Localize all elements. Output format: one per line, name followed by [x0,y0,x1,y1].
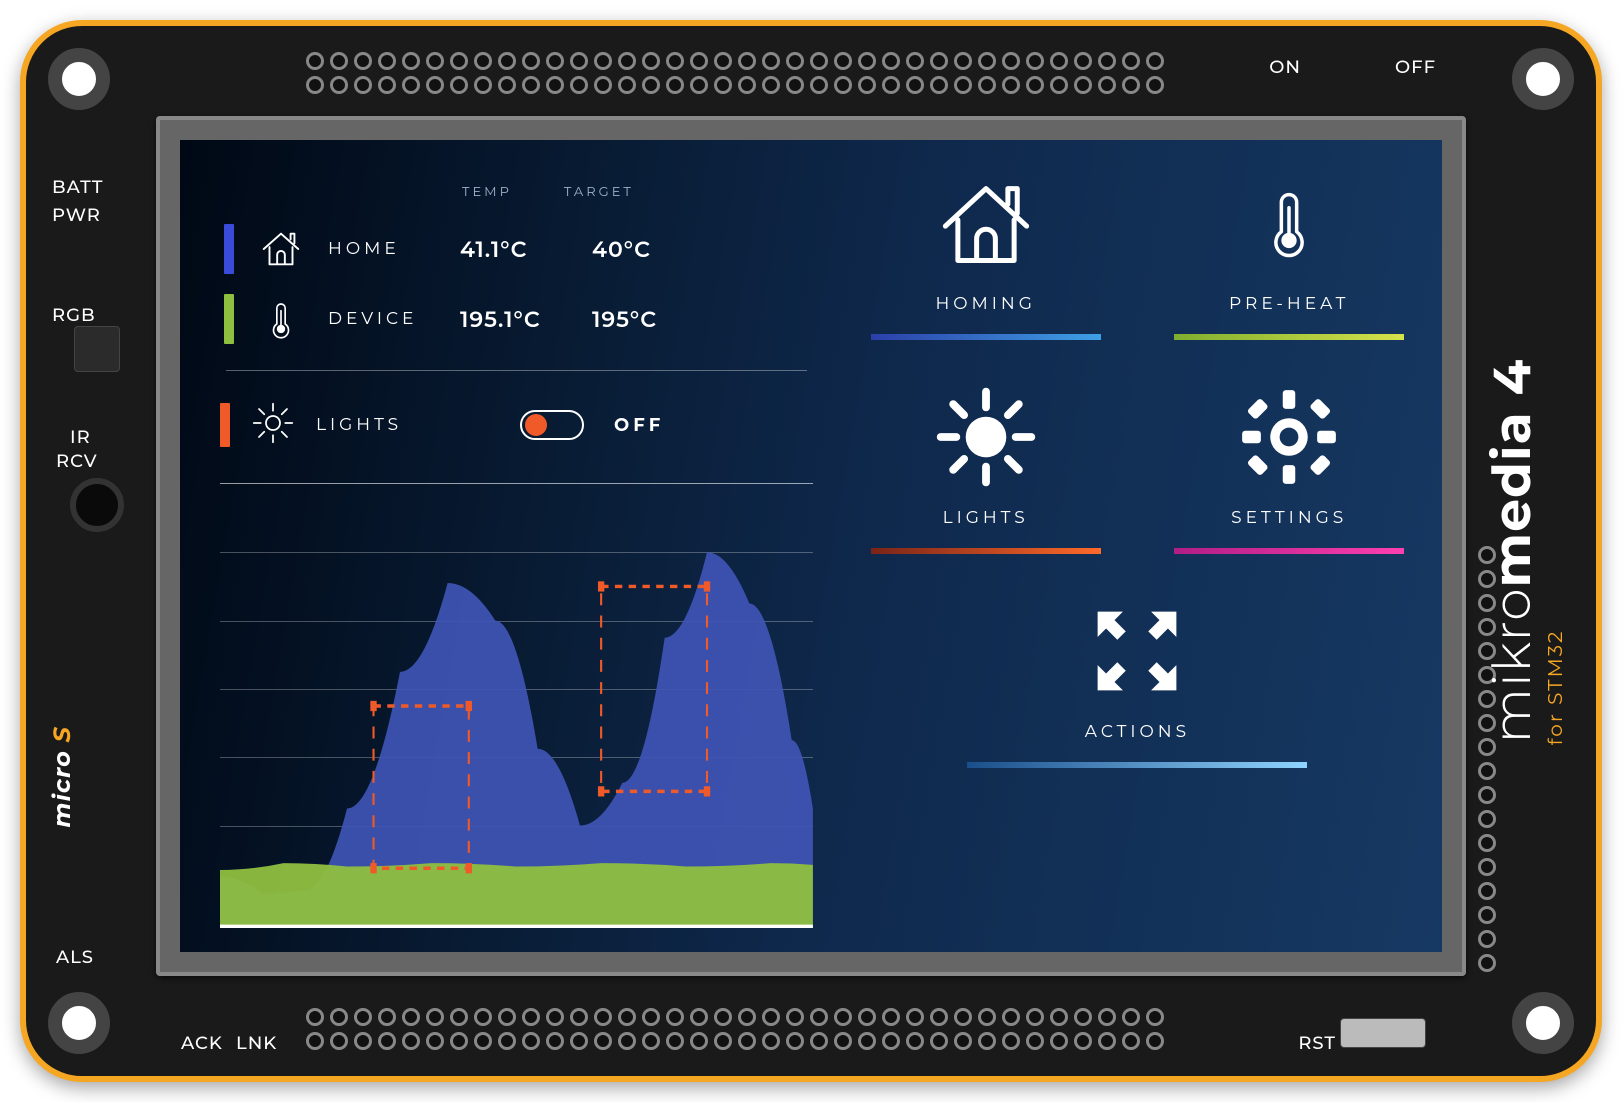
pin-header-top-2 [306,76,1164,94]
lcd-bezel: TEMP TARGET HOME 41.1°C 40°C [156,116,1466,976]
rgb-led-chip [74,326,120,372]
silk-rgb: RGB [52,304,96,326]
home-icon [936,168,1036,278]
reset-button[interactable] [1340,1018,1426,1048]
right-pane: HOMING PRE-HEAT LIGHTS SETTINGS ACTIONS [849,140,1442,952]
silk-pwr: PWR [52,204,101,226]
tile-lights[interactable]: LIGHTS [871,382,1101,554]
divider [226,370,807,371]
tile-pre-heat[interactable]: PRE-HEAT [1174,168,1404,340]
tile-label: HOMING [935,294,1035,314]
mount-hole [1512,992,1574,1054]
pin-header-bottom-2 [306,1008,1164,1026]
lcd-screen[interactable]: TEMP TARGET HOME 41.1°C 40°C [180,140,1442,952]
silk-rst: RST [1298,1032,1336,1054]
tiles-grid: HOMING PRE-HEAT LIGHTS SETTINGS ACTIONS [861,168,1414,768]
status-row-device: DEVICE 195.1°C 195°C [224,284,813,354]
tile-label: SETTINGS [1231,508,1347,528]
temp-device: 195.1°C [460,306,570,333]
bar-home [224,224,234,274]
lights-state: OFF [614,414,664,436]
tile-underline [967,762,1307,768]
silk-off: OFF [1395,56,1436,78]
header-temp: TEMP [462,184,512,200]
label-lights: LIGHTS [316,415,426,435]
tile-label: ACTIONS [1085,722,1190,742]
silk-lnk: LNK [236,1032,277,1054]
silk-rcv: RCV [56,450,98,472]
home-icon [256,224,306,274]
pin-header-top [306,52,1164,70]
tile-underline [1174,334,1404,340]
thermometer-icon [256,294,306,344]
mount-hole [48,992,110,1054]
tile-actions[interactable]: ACTIONS [967,596,1307,768]
ir-receiver [70,478,124,532]
dev-board: BATT PWR RGB IR RCV ALS ON OFF ACK LNK R… [20,20,1602,1082]
left-pane: TEMP TARGET HOME 41.1°C 40°C [180,140,849,952]
status-headers: TEMP TARGET [462,184,813,200]
silk-ir: IR [70,426,91,448]
tile-underline [871,548,1101,554]
tile-underline [871,334,1101,340]
status-row-home: HOME 41.1°C 40°C [224,214,813,284]
sun-icon [252,402,294,449]
bar-lights [220,403,230,447]
silk-microsd: micro S [48,726,77,828]
mount-hole [48,48,110,110]
chart-svg [220,484,813,928]
silk-ack: ACK [181,1032,223,1054]
gear-icon [1239,382,1339,492]
silk-on: ON [1269,56,1301,78]
tile-underline [1174,548,1404,554]
silk-als: ALS [56,946,94,968]
bar-device [224,294,234,344]
chart[interactable] [220,483,813,928]
sun-icon [936,382,1036,492]
expand-icon [1092,596,1182,706]
temp-home: 41.1°C [460,236,570,263]
silk-batt: BATT [52,176,103,198]
tile-homing[interactable]: HOMING [871,168,1101,340]
pin-header-bottom [306,1032,1164,1050]
tile-label: PRE-HEAT [1229,294,1349,314]
therm-icon [1254,168,1324,278]
status-block: TEMP TARGET HOME 41.1°C 40°C [220,184,813,354]
lights-row: LIGHTS OFF [220,395,813,455]
lights-toggle[interactable] [520,410,584,440]
target-home: 40°C [592,236,702,263]
target-device: 195°C [592,306,702,333]
board-title: mikromedia 4 for STM32 [1481,359,1568,744]
tile-settings[interactable]: SETTINGS [1174,382,1404,554]
label-home: HOME [328,239,438,259]
tile-label: LIGHTS [943,508,1029,528]
label-device: DEVICE [328,309,438,329]
header-target: TARGET [564,184,634,200]
toggle-knob [525,414,547,436]
mount-hole [1512,48,1574,110]
